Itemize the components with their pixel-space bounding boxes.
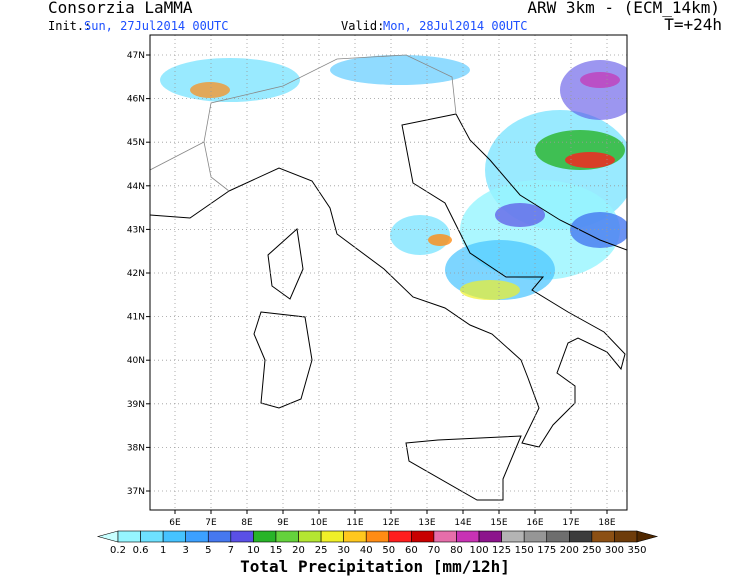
colorbar-box xyxy=(591,530,615,543)
colorbar-high-end xyxy=(636,530,659,543)
lat-tick-label: 38N xyxy=(127,443,145,453)
colorbar-box xyxy=(365,530,390,543)
lat-tick-label: 39N xyxy=(127,400,145,410)
lon-tick-label: 8E xyxy=(241,518,253,528)
colorbar-label: 1 xyxy=(160,545,166,556)
colorbar-label: 200 xyxy=(560,545,579,556)
colorbar-label: 70 xyxy=(428,545,441,556)
lat-tick-label: 46N xyxy=(127,95,145,105)
colorbar-box xyxy=(207,530,232,543)
colorbar-box xyxy=(569,530,593,543)
colorbar-label: 80 xyxy=(450,545,463,556)
colorbar-label: 10 xyxy=(247,545,260,556)
lat-tick-label: 42N xyxy=(127,269,145,279)
lat-tick-label: 43N xyxy=(127,225,145,235)
colorbar: 0.2 0.6 1 3 5 7 10 15 20 25 30 40 50 60 70 80 100 125 150 1… xyxy=(96,530,659,556)
colorbar-label: 25 xyxy=(315,545,328,556)
colorbar-box xyxy=(117,530,141,543)
colorbar-label: 150 xyxy=(515,545,534,556)
colorbar-label: 40 xyxy=(360,545,373,556)
colorbar-box xyxy=(411,530,435,543)
lon-tick-label: 17E xyxy=(562,518,579,528)
colorbar-box xyxy=(478,530,502,543)
lat-tick-label: 37N xyxy=(127,487,145,497)
colorbar-box xyxy=(523,530,548,543)
colorbar-label: 0.2 xyxy=(110,545,126,556)
lon-tick-label: 18E xyxy=(598,518,615,528)
colorbar-box xyxy=(230,530,254,543)
right-title: ARW 3km - (ECM_14km) xyxy=(527,0,720,17)
lat-tick-label: 40N xyxy=(127,356,145,366)
colorbar-label: 250 xyxy=(582,545,601,556)
colorbar-box xyxy=(388,530,412,543)
colorbar-label: 7 xyxy=(228,545,234,556)
coastlines xyxy=(150,113,627,501)
colorbar-label: 15 xyxy=(270,545,283,556)
lon-tick-label: 6E xyxy=(169,518,181,528)
lon-tick-label: 15E xyxy=(490,518,507,528)
lon-tick-label: 9E xyxy=(277,518,289,528)
graticule: 47N 46N 45N 44N 43N 42N 41N 40N 39N 38N 37N 6E 7E 8E 9… xyxy=(127,35,627,528)
colorbar-label: 350 xyxy=(627,545,646,556)
colorbar-label: 3 xyxy=(183,545,189,556)
left-title: Consorzia LaMMA xyxy=(48,0,193,17)
lon-tick-label: 11E xyxy=(346,518,363,528)
colorbar-box xyxy=(162,530,186,543)
map-frame xyxy=(149,34,628,511)
valid-value: Mon, 28Jul2014 00UTC xyxy=(383,19,528,33)
colorbar-box xyxy=(343,530,367,543)
borders xyxy=(150,54,457,192)
lon-tick-label: 10E xyxy=(310,518,327,528)
colorbar-label: 20 xyxy=(292,545,305,556)
colorbar-label: 5 xyxy=(205,545,211,556)
colorbar-box xyxy=(614,530,638,543)
colorbar-label: 300 xyxy=(605,545,624,556)
precip-field xyxy=(160,55,627,300)
colorbar-box xyxy=(298,530,322,543)
colorbar-box xyxy=(140,530,164,543)
colorbar-title: Total Precipitation [mm/12h] xyxy=(240,557,510,576)
colorbar-box xyxy=(546,530,570,543)
colorbar-box xyxy=(275,530,299,543)
valid-label: Valid: xyxy=(341,19,384,33)
colorbar-low-end xyxy=(96,530,119,543)
colorbar-label: 60 xyxy=(405,545,418,556)
lon-tick-label: 14E xyxy=(454,518,471,528)
map: 47N 46N 45N 44N 43N 42N 41N 40N 39N 38N 37N 6E 7E 8E 9… xyxy=(127,34,628,528)
colorbar-label: 125 xyxy=(492,545,511,556)
colorbar-label: 100 xyxy=(469,545,488,556)
colorbar-label: 30 xyxy=(337,545,350,556)
init-value: Sun, 27Jul2014 00UTC xyxy=(84,19,229,33)
lat-tick-label: 45N xyxy=(127,138,145,148)
lon-tick-label: 13E xyxy=(418,518,435,528)
lead-time: T=+24h xyxy=(664,15,722,34)
colorbar-box xyxy=(456,530,480,543)
init-label: Init.: xyxy=(48,19,91,33)
lat-tick-label: 47N xyxy=(127,51,145,61)
colorbar-box xyxy=(185,530,209,543)
colorbar-label: 50 xyxy=(382,545,395,556)
colorbar-label: 0.6 xyxy=(133,545,149,556)
lat-tick-label: 41N xyxy=(127,313,145,323)
colorbar-box xyxy=(320,530,344,543)
lon-tick-label: 7E xyxy=(205,518,217,528)
lon-tick-label: 12E xyxy=(382,518,399,528)
colorbar-box xyxy=(501,530,525,543)
lon-tick-label: 16E xyxy=(526,518,543,528)
lat-tick-label: 44N xyxy=(127,182,145,192)
colorbar-label: 175 xyxy=(537,545,556,556)
colorbar-box xyxy=(253,530,277,543)
colorbar-box xyxy=(433,530,457,543)
